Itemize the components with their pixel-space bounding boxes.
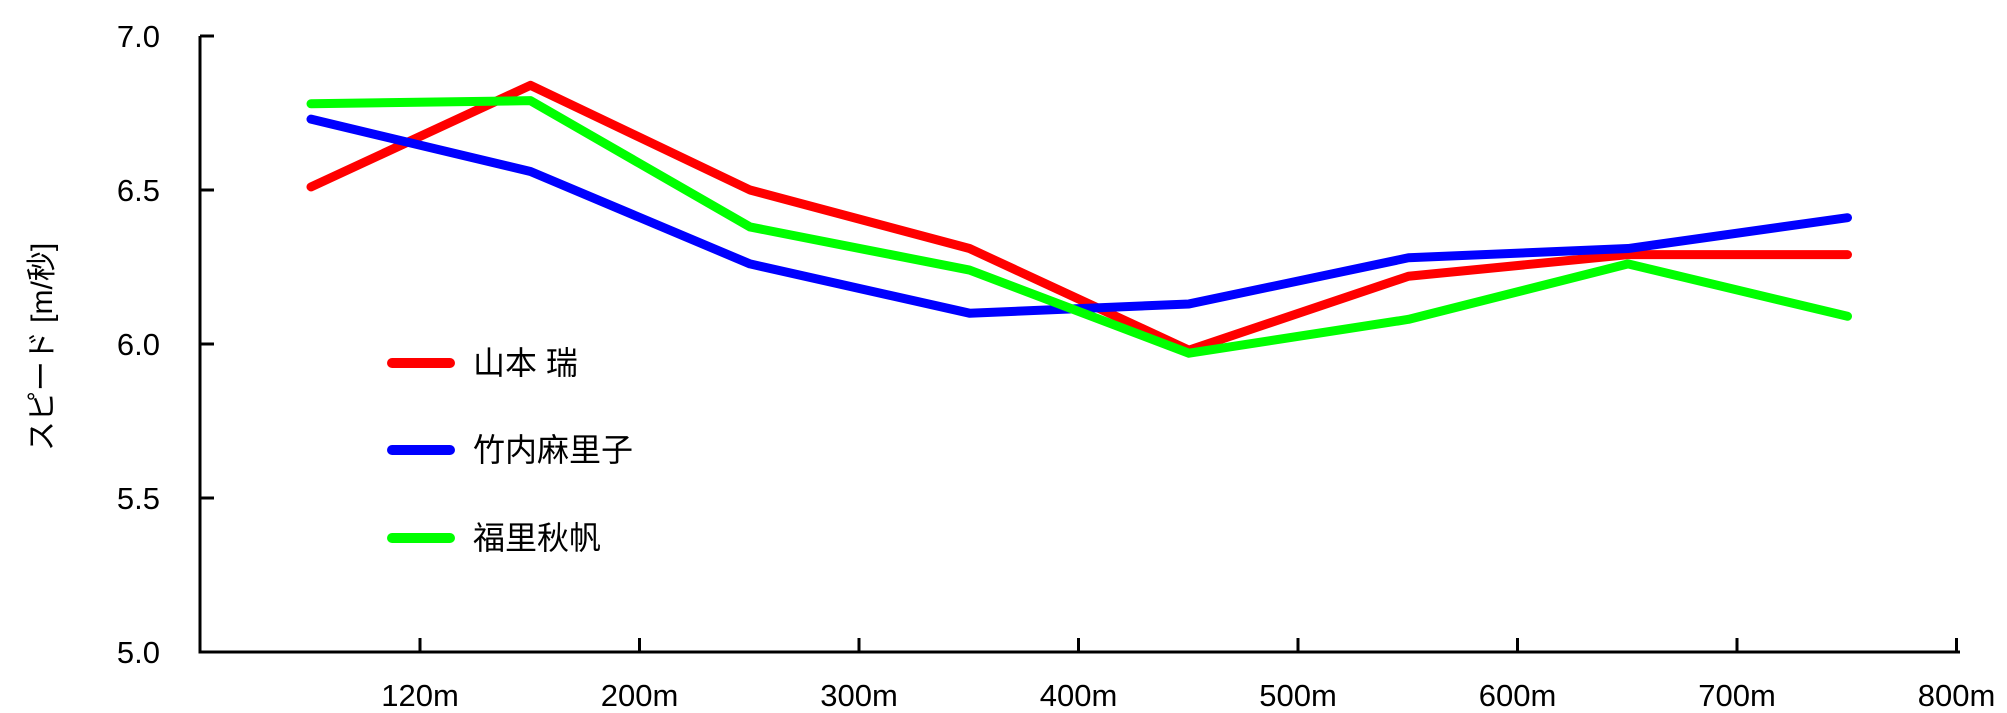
y-tick-label: 6.0 [117,327,160,362]
axes: 5.0 5.5 6.0 6.5 7.0 120m 200m 300m 400m 500m 600m… [117,19,1995,713]
x-tick-label: 120m [381,678,459,713]
series-line-2 [306,96,1852,358]
series-line-1 [306,114,1852,318]
y-ticks: 5.0 5.5 6.0 6.5 7.0 [117,19,214,670]
plot-lines [306,80,1852,358]
x-tick-label: 200m [601,678,679,713]
x-tick-label: 300m [820,678,898,713]
legend-label: 竹内麻里子 [473,432,633,468]
y-axis-label: スピード [m/秒] [26,243,59,451]
series-line-0 [306,80,1852,355]
y-tick-label: 5.5 [117,481,160,516]
x-tick-label: 800m [1918,678,1996,713]
legend-label: 山本 瑞 [473,345,578,381]
x-tick-label: 700m [1698,678,1776,713]
y-tick-label: 6.5 [117,173,160,208]
x-tick-label: 600m [1479,678,1557,713]
legend-label: 福里秋帆 [473,520,601,556]
x-ticks: 120m 200m 300m 400m 500m 600m 700m 800m [381,638,1995,713]
x-tick-label: 400m [1040,678,1118,713]
x-tick-label: 500m [1259,678,1337,713]
y-tick-label: 5.0 [117,635,160,670]
y-tick-label: 7.0 [117,19,160,54]
